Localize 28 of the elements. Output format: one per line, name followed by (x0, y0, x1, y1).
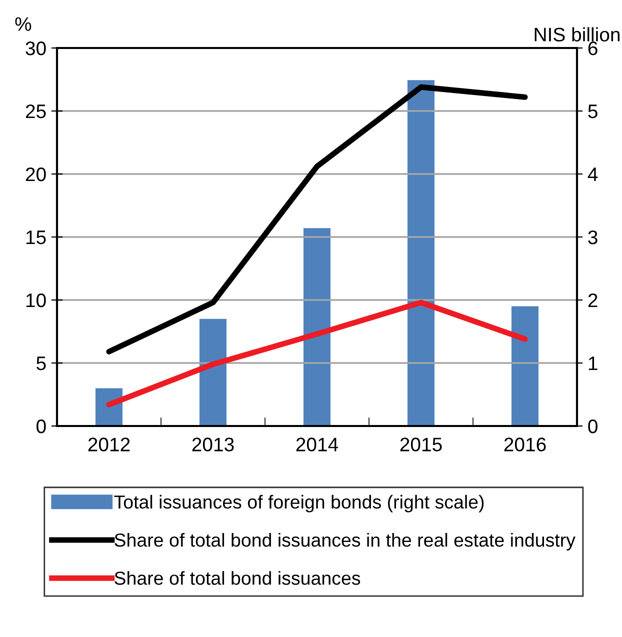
y2-tick-label: 2 (588, 293, 598, 308)
legend-label: Total issuances of foreign bonds (right scale) (114, 494, 484, 512)
y-tick-label: 5 (36, 356, 46, 370)
y-tick-label: 30 (26, 41, 46, 56)
x-tick-label: 2013 (192, 438, 234, 452)
bar (511, 306, 539, 426)
y2-tick-label: 4 (588, 168, 598, 182)
x-tick-label: 2015 (400, 438, 442, 452)
y-tick-label: 25 (26, 104, 46, 118)
y-tick-label: 10 (26, 293, 46, 308)
legend-label: Share of total bond issuances in the real estate industry (114, 532, 576, 550)
x-tick-label: 2016 (504, 438, 546, 452)
y2-tick-label: 5 (588, 104, 598, 118)
bar (407, 80, 435, 426)
x-tick-label: 2014 (296, 438, 338, 452)
y2-tick-label: 6 (588, 41, 598, 56)
y-tick-label: 15 (26, 230, 46, 244)
bar (303, 228, 331, 426)
y2-tick-label: 3 (588, 230, 598, 244)
y2-axis-title: NIS billion (534, 27, 620, 42)
y-tick-label: 0 (36, 419, 46, 434)
y2-tick-label: 1 (588, 356, 598, 370)
y-axis-title: % (15, 17, 32, 31)
bar (199, 318, 227, 426)
y-tick-label: 20 (26, 167, 46, 182)
legend-label: Share of total bond issuances (114, 571, 360, 585)
y2-tick-label: 0 (588, 419, 598, 434)
x-tick-label: 2012 (88, 438, 130, 452)
